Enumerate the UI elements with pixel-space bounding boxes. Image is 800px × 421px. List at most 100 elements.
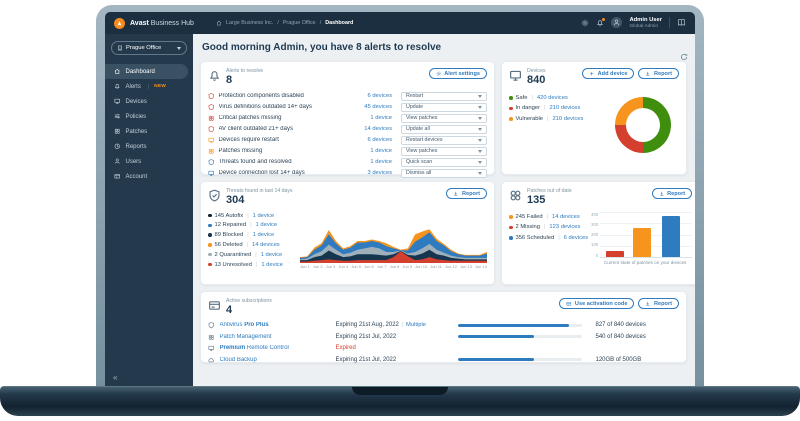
legend-devices-link[interactable]: 1 device bbox=[252, 212, 275, 219]
breadcrumb-item-current: Dashboard bbox=[325, 20, 354, 26]
sidebar-item-reports[interactable]: Reports bbox=[105, 139, 188, 154]
gridline bbox=[600, 211, 693, 213]
card-title: Alerts to resolve bbox=[226, 68, 264, 74]
subscription-name[interactable]: Cloud Backup bbox=[220, 357, 336, 363]
sidebar-item-account[interactable]: Account bbox=[105, 169, 188, 184]
legend-devices-link[interactable]: 1 device bbox=[260, 251, 283, 258]
legend-devices-link[interactable]: 1 device bbox=[261, 261, 283, 268]
org-selector[interactable]: Prague Office bbox=[111, 41, 187, 55]
sidebar-item-patches[interactable]: Patches bbox=[105, 124, 188, 139]
select-value: Quick scan bbox=[406, 159, 433, 166]
subscription-row: Patch Management Expiring 21st Jul, 2022… bbox=[208, 331, 679, 343]
usage-progress-fill bbox=[457, 323, 570, 327]
sidebar-item-alerts[interactable]: Alerts | NEW bbox=[105, 79, 188, 94]
devices-report-button[interactable]: Report bbox=[638, 68, 679, 79]
alert-action-select[interactable]: View patches bbox=[401, 146, 487, 156]
breadcrumb-separator: / bbox=[277, 20, 279, 26]
notifications-button[interactable] bbox=[596, 17, 606, 27]
alert-devices-link[interactable]: 45 devices bbox=[364, 104, 392, 111]
shield-icon bbox=[208, 159, 214, 166]
user-info[interactable]: Admin User Global Admin bbox=[629, 17, 662, 29]
avatar[interactable] bbox=[611, 17, 623, 29]
button-label: Alert settings bbox=[444, 70, 480, 77]
alert-action-select[interactable]: Update all bbox=[401, 124, 487, 134]
subscriptions-report-button[interactable]: Report bbox=[638, 298, 679, 309]
knowledge-book-icon[interactable] bbox=[677, 18, 686, 27]
sidebar-item-devices[interactable]: Devices bbox=[105, 94, 188, 109]
alert-devices-link[interactable]: 6 devices bbox=[367, 137, 393, 144]
breadcrumb-item[interactable]: Large Business Inc. bbox=[225, 20, 274, 26]
alert-devices-link[interactable]: 1 device bbox=[370, 159, 392, 166]
sidebar-item-users[interactable]: Users bbox=[105, 154, 188, 169]
alert-action-select[interactable]: Update bbox=[401, 102, 487, 112]
button-label: Use activation code bbox=[574, 300, 628, 307]
subscription-name[interactable]: Antivirus Pro Plus bbox=[220, 322, 336, 328]
pie-chart-icon bbox=[114, 143, 120, 150]
legend-devices-link[interactable]: 1 device bbox=[255, 222, 278, 229]
alert-action-select[interactable]: Restart bbox=[401, 91, 487, 101]
refresh-icon[interactable] bbox=[680, 53, 688, 61]
usage-text: 120GB of 500GB bbox=[595, 356, 642, 363]
legend-label: 2 Missing bbox=[515, 224, 540, 231]
separator: | bbox=[546, 213, 549, 220]
separator: | bbox=[544, 105, 546, 112]
subscription-name[interactable]: Premium Remote Control bbox=[220, 345, 336, 351]
alert-settings-button[interactable]: Alert settings bbox=[428, 68, 487, 79]
x-axis-label: Jun 2 bbox=[312, 264, 323, 270]
legend-item: Safe | 420 devices bbox=[509, 93, 583, 104]
legend-devices-link[interactable]: 14 devices bbox=[552, 213, 580, 220]
alert-action-select[interactable]: Quick scan bbox=[401, 157, 487, 167]
alert-devices-link[interactable]: 3 devices bbox=[367, 170, 393, 177]
legend-label: 245 Failed bbox=[515, 213, 543, 220]
shield-check-icon bbox=[209, 189, 220, 202]
alert-action-select[interactable]: View patches bbox=[401, 113, 487, 123]
legend-devices-link[interactable]: 210 devices bbox=[552, 115, 584, 122]
bell-icon bbox=[115, 84, 120, 90]
notification-dot bbox=[601, 17, 606, 22]
y-tick: 0 bbox=[595, 252, 599, 258]
legend-devices-link[interactable]: 6 devices bbox=[563, 234, 589, 241]
use-activation-code-button[interactable]: Use activation code bbox=[559, 298, 635, 309]
alert-action-select[interactable]: Restart devices bbox=[401, 135, 487, 145]
card-icon bbox=[209, 301, 220, 310]
alert-devices-link[interactable]: 6 devices bbox=[367, 93, 393, 100]
legend-devices-link[interactable]: 123 devices bbox=[549, 224, 581, 231]
alert-action-select[interactable]: Dismiss all bbox=[401, 168, 487, 178]
subscription-name[interactable]: Patch Management bbox=[220, 334, 336, 340]
legend-dot bbox=[509, 215, 513, 219]
threats-report-button[interactable]: Report bbox=[446, 188, 487, 199]
legend-item: 56 Deleted | 14 devices bbox=[208, 240, 300, 250]
alert-devices-link[interactable]: 1 device bbox=[370, 115, 392, 122]
new-badge: NEW bbox=[154, 84, 166, 89]
sidebar-nav: Dashboard Alerts | NEW Devices bbox=[105, 64, 193, 184]
legend-dot bbox=[509, 106, 513, 111]
legend-devices-link[interactable]: 210 devices bbox=[549, 105, 581, 112]
bell-icon bbox=[210, 71, 219, 81]
settings-gear-icon[interactable] bbox=[581, 19, 590, 27]
add-device-button[interactable]: Add device bbox=[582, 68, 635, 79]
alert-devices-link[interactable]: 14 devices bbox=[364, 126, 392, 133]
legend-devices-link[interactable]: 1 device bbox=[252, 232, 275, 239]
legend-devices-link[interactable]: 14 devices bbox=[251, 241, 280, 248]
breadcrumb-item[interactable]: Prague Office bbox=[282, 20, 316, 26]
patches-report-button[interactable]: Report bbox=[651, 188, 693, 199]
sidebar-item-label: Patches bbox=[125, 128, 148, 135]
subscription-row: Antivirus Pro Plus Expiring 21st Aug, 20… bbox=[208, 320, 679, 332]
alert-row: Device connection lost 14+ days 3 device… bbox=[208, 168, 487, 179]
sidebar-item-dashboard[interactable]: Dashboard bbox=[105, 64, 188, 79]
multiple-link[interactable]: Multiple bbox=[406, 322, 426, 329]
legend-devices-link[interactable]: 420 devices bbox=[536, 94, 568, 101]
app-screen: Avast Business Hub Large Business Inc. /… bbox=[105, 12, 695, 388]
divider bbox=[669, 17, 670, 29]
x-axis-label: Jun 1 bbox=[300, 264, 310, 270]
sidebar-item-policies[interactable]: Policies bbox=[105, 109, 188, 124]
shield-icon bbox=[208, 126, 214, 133]
button-label: Report bbox=[653, 300, 672, 307]
x-axis-label: Jun 7 bbox=[376, 264, 387, 270]
sidebar-collapse-button[interactable]: « bbox=[113, 373, 118, 382]
patches-legend: 245 Failed | 14 devices 2 Missing | 123 devi… bbox=[509, 212, 588, 265]
y-tick: 200 bbox=[591, 232, 599, 238]
alert-devices-link[interactable]: 1 device bbox=[370, 148, 392, 155]
separator: | bbox=[247, 232, 249, 239]
monitor-icon bbox=[510, 70, 521, 81]
